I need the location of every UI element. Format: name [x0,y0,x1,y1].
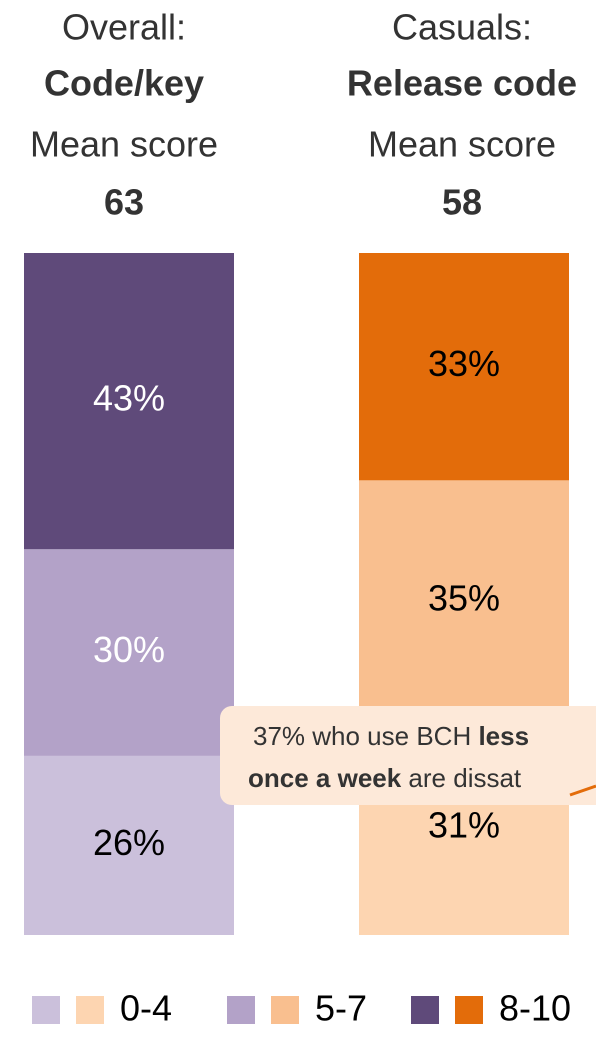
legend-swatch [271,996,299,1024]
callout-part: are dissat [401,763,522,793]
legend-swatch [455,996,483,1024]
column-header: 63 [104,182,144,223]
segment-label: 26% [93,822,165,863]
column-header: Casuals: [392,7,532,48]
callout-part: once a week [248,763,402,793]
segment-label: 33% [428,343,500,384]
column-header: 58 [442,182,482,223]
column-header: Overall: [62,7,186,48]
segment-label: 35% [428,577,500,618]
callout-box [220,706,596,805]
callout-text: 37% who use BCH less [253,721,529,751]
legend-swatch [411,996,439,1024]
bar-segment [359,253,569,481]
bar-segment [24,253,234,550]
callout-part: less [478,721,529,751]
segment-label: 43% [93,378,165,419]
column-header: Mean score [368,124,556,165]
bars: 26% 30% 43% 31% 35% 33% [24,253,569,935]
column-header: Mean score [30,124,218,165]
callout-arrow [569,784,596,797]
segment-label: 30% [93,629,165,670]
legend: 0-4 5-7 8-10 [32,988,571,1029]
callout: 37% who use BCH less once a week are diss… [248,721,529,793]
legend-label: 5-7 [315,988,367,1029]
column-header: Code/key [44,63,204,104]
legend-swatch [227,996,255,1024]
bar-segment [359,480,569,722]
segment-label: 31% [428,805,500,846]
callout-part: 37% who use BCH [253,721,478,751]
bar-segment [24,549,234,756]
callout-text: once a week are dissat [248,763,522,793]
column-header: Release code [347,63,577,104]
legend-label: 8-10 [499,988,571,1029]
legend-label: 0-4 [120,988,172,1029]
bar-segment [24,755,234,935]
legend-swatch [32,996,60,1024]
legend-swatch [76,996,104,1024]
